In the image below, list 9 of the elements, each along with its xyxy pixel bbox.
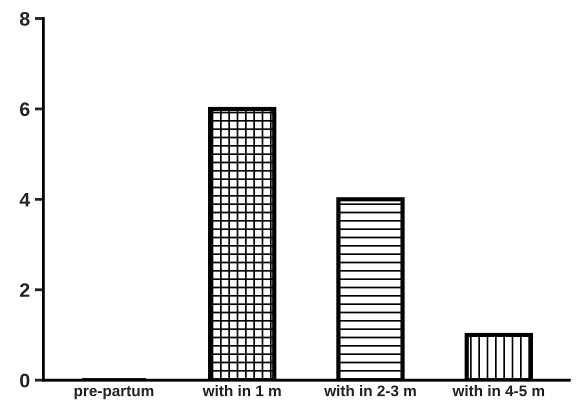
y-tick-label: 2 — [20, 283, 30, 297]
y-tick-label: 8 — [20, 12, 30, 26]
y-tick-label: 6 — [20, 102, 30, 116]
x-tick-label: pre-partum — [74, 386, 154, 400]
x-tick-label: with in 1 m — [202, 385, 281, 396]
y-tick-label: 0 — [20, 374, 30, 388]
y-tick-label: 4 — [20, 193, 30, 206]
x-tick-label: with in 2-3 m — [324, 385, 416, 396]
x-tick-label: with in 4-5 m — [452, 385, 544, 396]
